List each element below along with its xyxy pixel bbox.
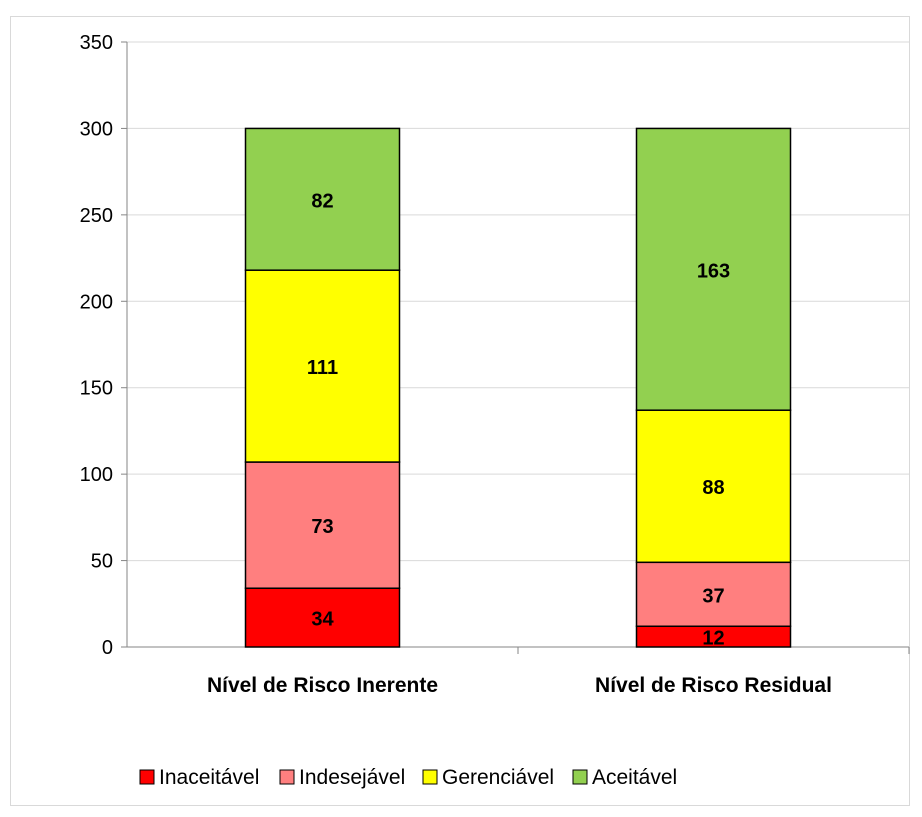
y-tick-label: 200: [80, 291, 113, 313]
y-tick-label: 250: [80, 205, 113, 227]
bar-segment: [244, 127, 401, 271]
bar-segment: [244, 269, 401, 463]
bar-segment: [635, 561, 792, 628]
legend: Inaceitável Indesejável Gerenciável Aceitáv…: [139, 766, 677, 789]
bar-segment: [244, 587, 401, 648]
data-label: 111: [307, 357, 338, 379]
bar-segment: [635, 127, 792, 411]
y-tick-label: 50: [91, 551, 113, 573]
bars: [244, 127, 792, 648]
data-label: 82: [311, 190, 333, 212]
x-category-label: Nível de Risco Inerente: [207, 674, 438, 697]
data-label: 34: [311, 609, 334, 631]
y-tick-label: 300: [80, 118, 113, 140]
data-label: 88: [702, 477, 724, 499]
y-tick-label: 350: [80, 32, 113, 54]
data-label: 163: [697, 260, 730, 282]
bar-segment: [635, 409, 792, 564]
axes: 0 50 100 150 200 250 300 350 Nível de Risco Iner…: [80, 32, 910, 697]
legend-swatch: [139, 769, 155, 785]
y-tick-label: 0: [102, 637, 113, 659]
data-label: 73: [311, 516, 333, 538]
data-labels: 34 73 111 82 12 37 88 163: [307, 190, 730, 649]
y-tick-label: 100: [80, 464, 113, 486]
legend-swatch: [572, 769, 588, 785]
y-tick-label: 150: [80, 378, 113, 400]
data-label: 37: [702, 585, 724, 607]
legend-swatch: [279, 769, 295, 785]
legend-label: Gerenciável: [442, 766, 554, 789]
legend-label: Indesejável: [299, 766, 405, 789]
legend-label: Aceitável: [592, 766, 677, 789]
legend-label: Inaceitável: [159, 766, 259, 789]
x-category-label: Nível de Risco Residual: [595, 674, 832, 697]
gridlines: [127, 41, 909, 562]
data-label: 12: [702, 628, 724, 650]
legend-swatch: [422, 769, 438, 785]
